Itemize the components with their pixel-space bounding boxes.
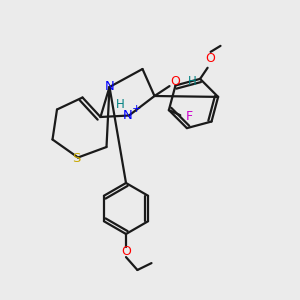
Text: N: N	[123, 109, 132, 122]
Text: F: F	[186, 110, 193, 123]
Text: O: O	[206, 52, 215, 65]
Text: O: O	[121, 245, 131, 258]
Text: +: +	[132, 104, 141, 114]
Text: S: S	[72, 152, 81, 165]
Text: N: N	[105, 80, 114, 94]
Text: H: H	[188, 75, 196, 88]
Text: H: H	[116, 98, 124, 111]
Text: O: O	[171, 75, 180, 88]
